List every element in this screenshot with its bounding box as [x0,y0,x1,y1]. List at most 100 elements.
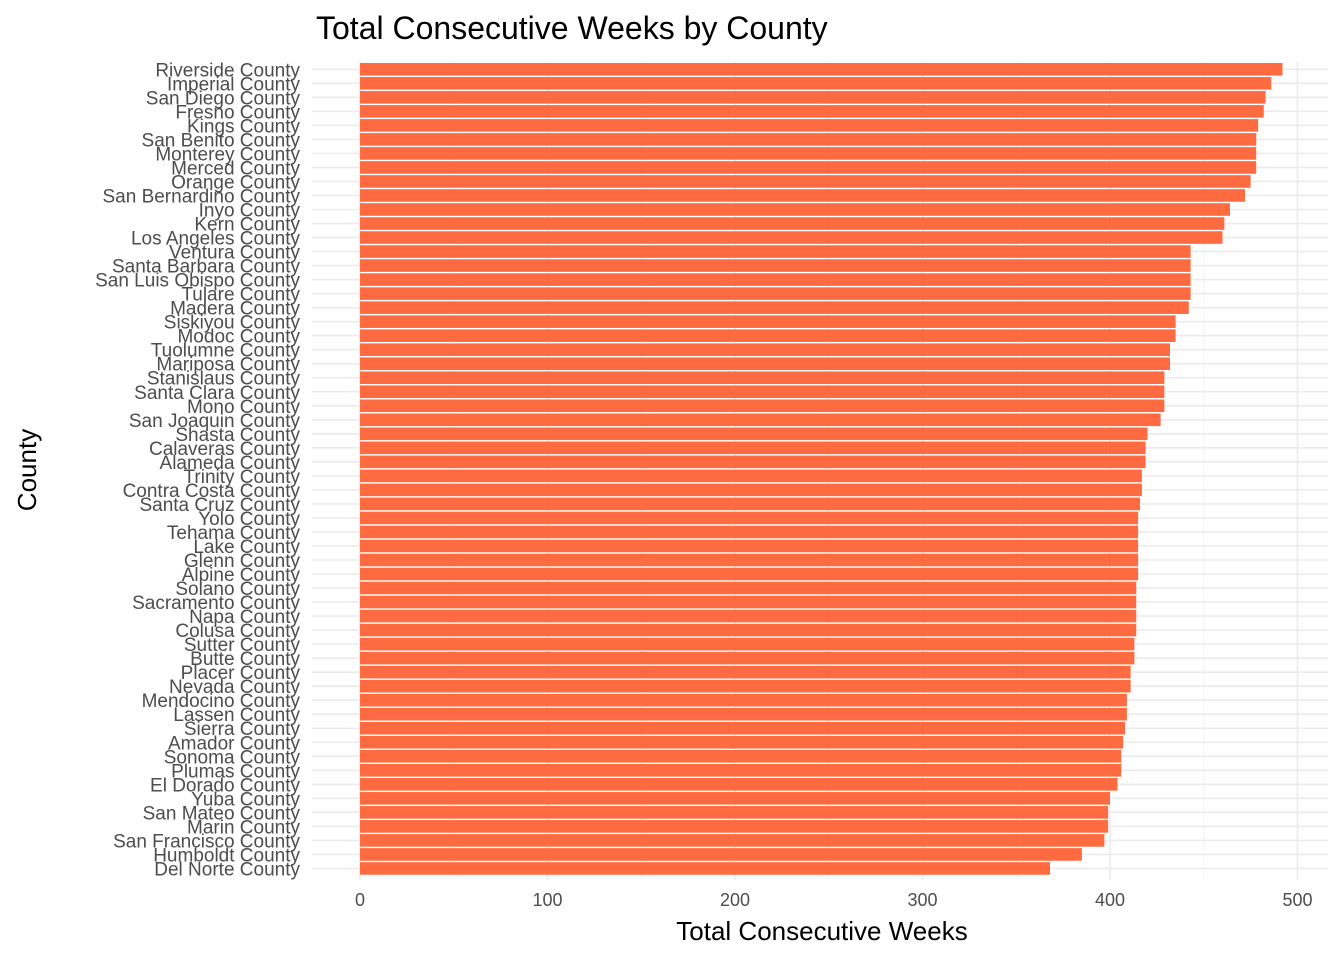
bar [360,764,1122,777]
category-label: Tuolumne County [151,341,301,362]
category-label: Mariposa County [156,355,300,376]
category-label: San Benito County [142,130,301,151]
bar [360,455,1146,469]
bar [360,259,1191,272]
category-label: Kings County [187,116,301,137]
category-label: Madera County [170,299,300,320]
chart-title: Total Consecutive Weeks by County [316,10,828,46]
category-label: Kern County [194,215,300,236]
bar [360,385,1165,399]
category-label: Amador County [168,733,301,754]
bar [360,427,1148,441]
bar [360,231,1223,244]
category-label: El Dorado County [150,775,300,796]
category-label: Los Angeles County [131,229,301,250]
category-label: Siskiyou County [164,313,301,334]
category-label: Shasta County [175,425,300,446]
category-label: Orange County [171,172,300,193]
bar [360,301,1189,314]
category-label: San Bernardino County [102,186,300,207]
bar [360,189,1245,202]
bar [360,441,1146,455]
bar [360,623,1137,637]
category-label: Butte County [190,649,300,670]
category-label: San Luis Obispo County [95,271,300,292]
category-label: Tulare County [181,285,300,306]
bar [360,834,1105,847]
bar [360,679,1131,693]
category-label: Del Norte County [154,859,300,880]
category-label: Santa Barbara County [112,257,301,278]
bar [360,133,1257,146]
bar [360,567,1139,581]
x-tick-label: 200 [720,890,750,910]
bar [360,273,1191,286]
category-label: Yolo County [198,509,300,530]
bar [360,63,1283,76]
category-label: Solano County [175,579,300,600]
category-label: Imperial County [167,74,301,95]
category-label: Stanislaus County [147,369,301,390]
category-label: Humboldt County [153,845,300,866]
bar [360,511,1139,525]
x-tick-label: 300 [907,890,937,910]
bar [360,581,1137,595]
bar [360,343,1170,356]
category-label: Contra Costa County [123,481,301,502]
category-label: Lake County [193,537,300,558]
category-label: Sierra County [184,719,301,740]
category-label: Sonoma County [164,747,301,768]
bar [360,497,1140,511]
category-label: San Mateo County [143,803,301,824]
bar [360,203,1230,216]
bar [360,469,1142,483]
category-label: San Diego County [146,88,301,109]
category-label: Lassen County [173,705,300,726]
bar [360,147,1257,160]
bar [360,665,1131,679]
category-label: Inyo County [199,201,301,222]
category-label: Napa County [189,607,300,628]
category-label: Colusa County [175,621,300,642]
bar [360,848,1082,861]
bar [360,721,1125,735]
category-label: Riverside County [155,60,300,81]
category-label: Mono County [187,397,301,418]
bars [360,63,1283,875]
category-label: Plumas County [171,761,300,782]
bar [360,371,1165,385]
bar [360,553,1139,567]
category-label: Alpine County [182,565,301,586]
bar [360,413,1161,427]
bar [360,175,1251,188]
category-label: Marin County [187,817,300,838]
bar [360,77,1272,90]
bar [360,820,1109,833]
bar [360,287,1191,300]
category-label: Fresno County [175,102,300,123]
x-tick-labels: 0 100 200 300 400 500 [355,890,1313,910]
x-tick-label: 400 [1095,890,1125,910]
bar [360,735,1124,749]
bar [360,525,1139,539]
category-label: Glenn County [184,551,301,572]
category-label: San Francisco County [113,831,300,852]
bar [360,651,1135,665]
bar [360,539,1139,553]
category-label: Yuba County [191,789,300,810]
bar [360,105,1264,118]
category-label: Trinity County [184,467,301,488]
bar [360,329,1176,342]
category-label: Monterey County [155,144,300,165]
x-tick-label: 100 [532,890,562,910]
category-label: Placer County [181,663,301,684]
bar [360,315,1176,328]
bar [360,119,1259,132]
bar [360,862,1050,875]
category-label: San Joaquin County [129,411,301,432]
bar [360,595,1137,609]
category-label: Ventura County [169,243,300,264]
category-label: Sutter County [184,635,301,656]
bar [360,778,1118,791]
category-label: Nevada County [169,677,300,698]
